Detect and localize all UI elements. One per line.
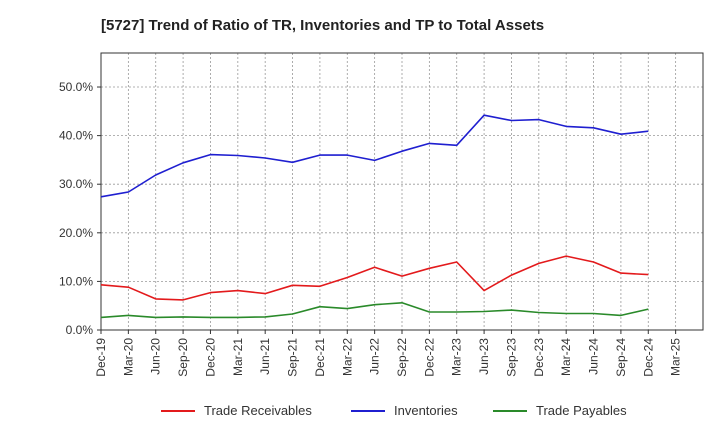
x-axis: Dec-19 Mar-20 Jun-20 Sep-20 Dec-20 Mar-21 Jun-… (94, 330, 683, 377)
grid (101, 53, 703, 330)
x-tick-label: Sep-23 (504, 338, 518, 377)
series-line-trade-payables (100, 301, 649, 319)
y-tick-label: 50.0% (59, 80, 93, 94)
x-tick-label: Jun-24 (587, 338, 601, 375)
y-tick-label: 0.0% (66, 323, 94, 337)
y-tick-label: 20.0% (59, 226, 93, 240)
x-tick-label: Jun-20 (149, 338, 163, 375)
x-tick-label: Jun-22 (368, 338, 382, 375)
legend-label: Trade Payables (536, 403, 627, 418)
x-tick-label: Sep-22 (395, 338, 409, 377)
x-tick-label: Mar-24 (559, 338, 573, 376)
y-tick-label: 40.0% (59, 129, 93, 143)
legend-label: Inventories (394, 403, 458, 418)
x-tick-label: Dec-23 (532, 338, 546, 377)
x-tick-label: Sep-24 (614, 338, 628, 377)
x-tick-label: Mar-21 (231, 338, 245, 376)
series-line-trade-receivables (100, 255, 649, 301)
y-axis: 0.0% 10.0% 20.0% 30.0% 40.0% 50.0% (59, 80, 101, 337)
chart-title: [5727] Trend of Ratio of TR, Inventories… (101, 17, 544, 34)
x-tick-label: Dec-20 (203, 338, 217, 377)
y-tick-label: 10.0% (59, 274, 93, 288)
x-tick-label: Sep-21 (286, 338, 300, 377)
x-tick-label: Mar-23 (450, 338, 464, 376)
series-line-inventories (100, 114, 649, 198)
x-tick-label: Mar-25 (669, 338, 683, 376)
x-tick-label: Jun-23 (477, 338, 491, 375)
x-tick-label: Mar-22 (340, 338, 354, 376)
legend: Trade Receivables Inventories Trade Payabl… (161, 403, 627, 418)
y-tick-label: 30.0% (59, 177, 93, 191)
x-tick-label: Dec-22 (422, 338, 436, 377)
x-tick-label: Mar-20 (121, 338, 135, 376)
series-lines (100, 114, 649, 319)
x-tick-label: Dec-21 (313, 338, 327, 377)
x-tick-label: Dec-19 (94, 338, 108, 377)
x-tick-label: Dec-24 (641, 338, 655, 377)
x-tick-label: Sep-20 (176, 338, 190, 377)
x-tick-label: Jun-21 (258, 338, 272, 375)
legend-label: Trade Receivables (204, 403, 312, 418)
